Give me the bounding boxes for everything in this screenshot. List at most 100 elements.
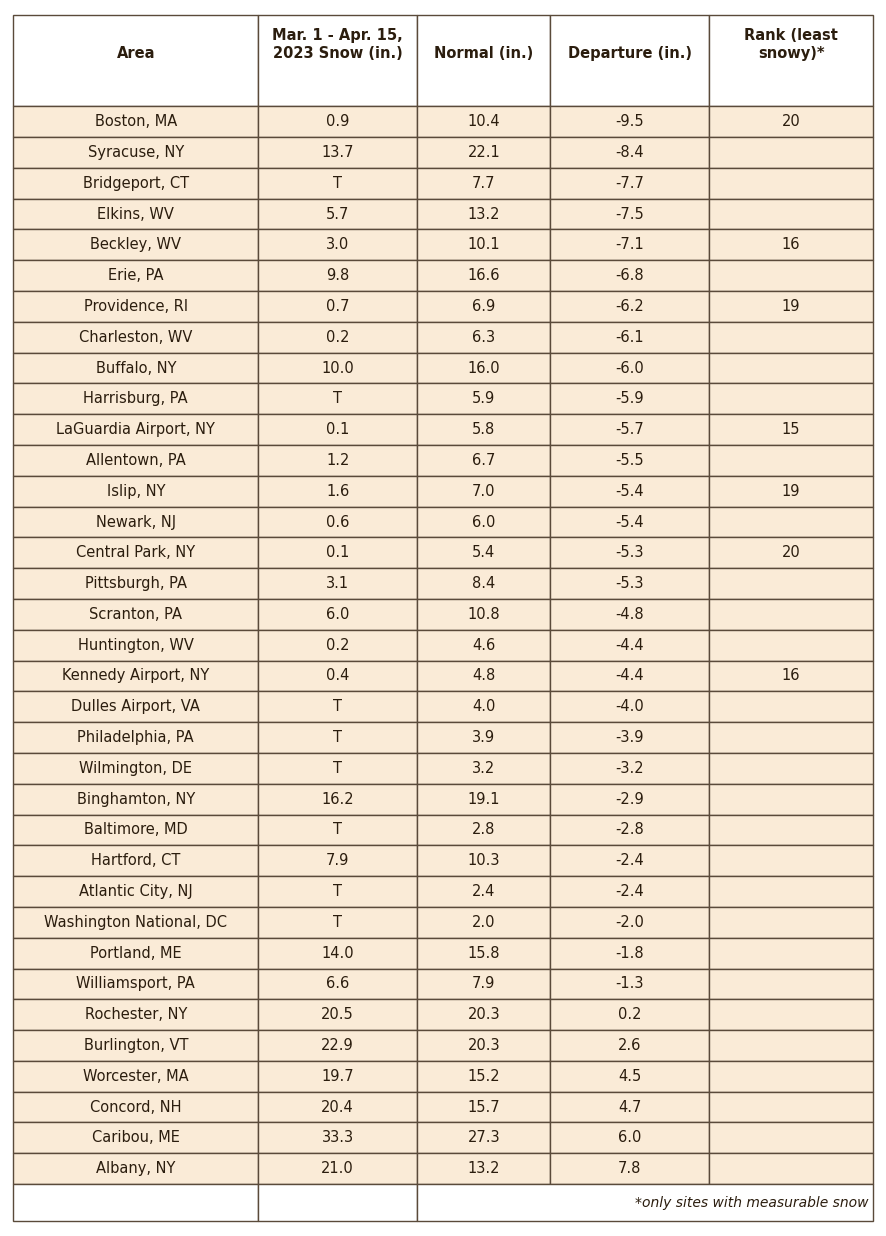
Text: 6.0: 6.0 [618, 1131, 641, 1146]
Bar [258, 938, 417, 969]
Bar [258, 1184, 417, 1221]
Bar [258, 15, 417, 106]
Text: -7.1: -7.1 [616, 237, 644, 252]
Bar [550, 230, 710, 261]
Bar [258, 1030, 417, 1060]
Bar [258, 1000, 417, 1030]
Bar [710, 230, 873, 261]
Bar [550, 507, 710, 538]
Bar [13, 445, 258, 476]
Text: 0.9: 0.9 [326, 114, 349, 130]
Bar [258, 660, 417, 691]
Text: 19.7: 19.7 [322, 1069, 354, 1084]
Bar [13, 1184, 258, 1221]
Text: Pittsburgh, PA: Pittsburgh, PA [85, 576, 187, 591]
Text: 3.9: 3.9 [472, 730, 495, 745]
Text: -4.8: -4.8 [616, 607, 644, 622]
Bar [13, 15, 258, 106]
Text: -3.2: -3.2 [616, 761, 644, 776]
Text: Harrisburg, PA: Harrisburg, PA [83, 392, 188, 407]
Text: Newark, NJ: Newark, NJ [96, 514, 175, 529]
Text: 0.4: 0.4 [326, 669, 349, 684]
Text: 5.4: 5.4 [472, 545, 495, 560]
Text: -2.4: -2.4 [616, 884, 644, 899]
Text: -3.9: -3.9 [616, 730, 644, 745]
Bar [710, 876, 873, 907]
Text: -2.8: -2.8 [616, 822, 644, 838]
Bar [258, 1153, 417, 1184]
Bar [13, 261, 258, 290]
Bar [417, 106, 550, 137]
Bar [550, 784, 710, 815]
Text: 16: 16 [781, 237, 800, 252]
Bar [417, 445, 550, 476]
Text: Bridgeport, CT: Bridgeport, CT [82, 176, 189, 190]
Bar [417, 907, 550, 938]
Text: 7.9: 7.9 [472, 976, 495, 991]
Bar [258, 1122, 417, 1153]
Text: -5.4: -5.4 [616, 483, 644, 498]
Bar [13, 199, 258, 230]
Bar [258, 321, 417, 352]
Bar [13, 106, 258, 137]
Bar [550, 845, 710, 876]
Bar [710, 1000, 873, 1030]
Bar [13, 290, 258, 321]
Bar [258, 507, 417, 538]
Text: 2.4: 2.4 [472, 884, 495, 899]
Bar [417, 507, 550, 538]
Text: 0.6: 0.6 [326, 514, 349, 529]
Text: 16.0: 16.0 [468, 361, 500, 376]
Text: 13.2: 13.2 [468, 1161, 500, 1177]
Bar [258, 845, 417, 876]
Text: 6.3: 6.3 [472, 330, 495, 345]
Bar [417, 630, 550, 660]
Bar [710, 507, 873, 538]
Bar [13, 907, 258, 938]
Bar [417, 1091, 550, 1122]
Text: -4.4: -4.4 [616, 669, 644, 684]
Bar [258, 538, 417, 569]
Text: Area: Area [116, 46, 155, 61]
Bar [417, 691, 550, 722]
Text: Mar. 1 - Apr. 15,
2023 Snow (in.): Mar. 1 - Apr. 15, 2023 Snow (in.) [272, 28, 403, 61]
Bar [13, 815, 258, 845]
Bar [550, 352, 710, 383]
Text: 16.2: 16.2 [322, 792, 354, 807]
Bar [710, 261, 873, 290]
Bar [550, 1091, 710, 1122]
Bar [550, 261, 710, 290]
Bar [417, 1060, 550, 1091]
Text: 20: 20 [781, 114, 800, 130]
Bar [13, 1000, 258, 1030]
Text: -7.7: -7.7 [616, 176, 644, 190]
Bar [417, 1153, 550, 1184]
Bar [13, 722, 258, 753]
Text: Worcester, MA: Worcester, MA [83, 1069, 189, 1084]
Bar [710, 445, 873, 476]
Bar [710, 15, 873, 106]
Text: 20: 20 [781, 545, 800, 560]
Text: Allentown, PA: Allentown, PA [86, 452, 186, 468]
Text: 20.3: 20.3 [468, 1007, 500, 1022]
Bar [710, 845, 873, 876]
Bar [13, 876, 258, 907]
Bar [258, 569, 417, 599]
Text: *only sites with measurable snow: *only sites with measurable snow [634, 1195, 868, 1210]
Text: Buffalo, NY: Buffalo, NY [96, 361, 176, 376]
Bar [710, 660, 873, 691]
Text: 10.3: 10.3 [468, 853, 500, 868]
Bar [13, 538, 258, 569]
Text: -4.0: -4.0 [616, 700, 644, 714]
Text: -7.5: -7.5 [616, 206, 644, 221]
Bar [550, 660, 710, 691]
Text: 0.2: 0.2 [326, 638, 349, 653]
Bar [13, 230, 258, 261]
Bar [710, 383, 873, 414]
Bar [417, 538, 550, 569]
Text: Providence, RI: Providence, RI [83, 299, 188, 314]
Text: T: T [333, 822, 342, 838]
Bar [550, 630, 710, 660]
Bar [258, 290, 417, 321]
Text: 15: 15 [781, 423, 800, 438]
